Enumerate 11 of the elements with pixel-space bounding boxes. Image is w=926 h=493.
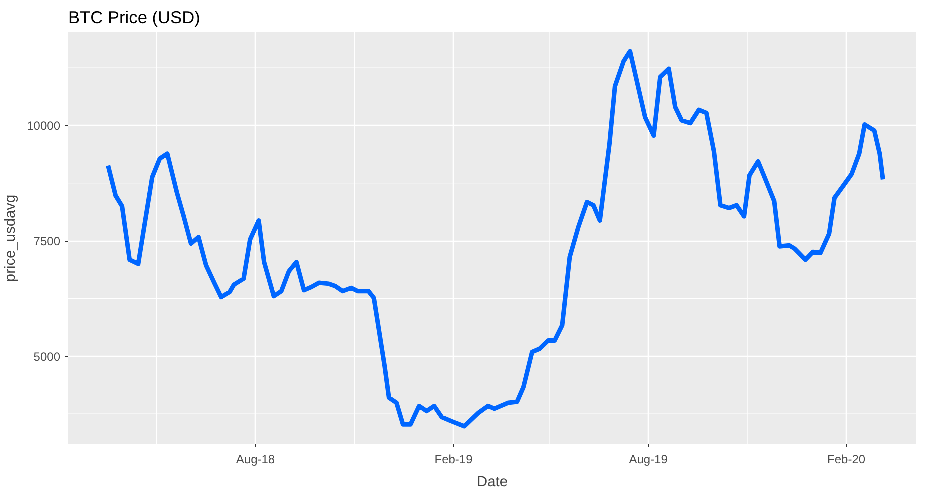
y-tick-label: 7500 bbox=[34, 234, 61, 249]
y-axis-title: price_usdavg bbox=[3, 194, 20, 282]
chart-title: BTC Price (USD) bbox=[68, 8, 200, 28]
line-series bbox=[106, 49, 886, 429]
x-tick-label: Feb-19 bbox=[434, 452, 474, 466]
y-tick-label: 5000 bbox=[34, 350, 61, 364]
x-axis-title: Date bbox=[477, 474, 508, 490]
y-tick-label: 10000 bbox=[27, 119, 61, 134]
x-tick-label: Feb-20 bbox=[828, 452, 866, 466]
x-tick-label: Aug-18 bbox=[236, 452, 276, 466]
x-tick-label: Aug-19 bbox=[629, 452, 668, 466]
